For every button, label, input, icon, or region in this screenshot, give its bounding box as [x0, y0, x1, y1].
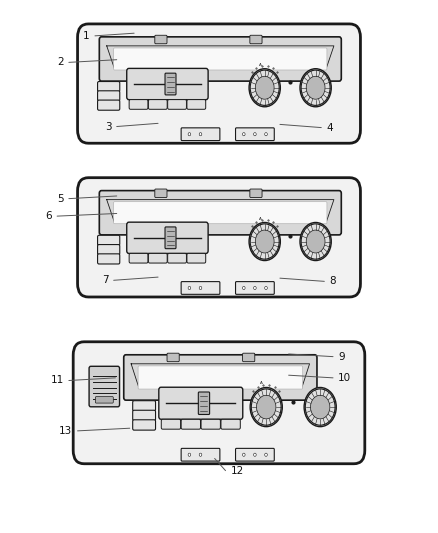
Circle shape [301, 224, 330, 259]
FancyBboxPatch shape [98, 100, 120, 110]
FancyBboxPatch shape [124, 355, 317, 400]
Text: 12: 12 [231, 466, 244, 475]
Circle shape [265, 133, 267, 136]
Circle shape [254, 133, 256, 136]
FancyBboxPatch shape [236, 448, 274, 461]
Circle shape [311, 395, 330, 419]
FancyBboxPatch shape [167, 353, 179, 362]
FancyBboxPatch shape [165, 227, 176, 249]
Circle shape [305, 389, 335, 425]
Circle shape [243, 133, 245, 136]
Text: 9: 9 [338, 352, 345, 361]
Circle shape [255, 230, 274, 253]
FancyBboxPatch shape [221, 419, 240, 429]
Circle shape [188, 133, 191, 136]
Text: 4: 4 [326, 123, 333, 133]
FancyBboxPatch shape [114, 48, 327, 70]
Text: 2: 2 [57, 58, 64, 67]
Circle shape [243, 286, 245, 289]
FancyBboxPatch shape [89, 366, 120, 407]
Text: 1: 1 [83, 31, 90, 41]
Circle shape [188, 286, 191, 289]
Circle shape [199, 453, 202, 456]
FancyBboxPatch shape [181, 281, 220, 294]
FancyBboxPatch shape [114, 202, 327, 224]
Text: 11: 11 [50, 375, 64, 385]
Circle shape [265, 286, 267, 289]
FancyBboxPatch shape [250, 35, 262, 44]
FancyBboxPatch shape [78, 177, 360, 297]
FancyBboxPatch shape [133, 401, 155, 411]
Circle shape [306, 76, 325, 99]
FancyBboxPatch shape [168, 100, 187, 109]
Text: A: A [259, 216, 262, 221]
Text: 5: 5 [57, 193, 64, 204]
Circle shape [254, 286, 256, 289]
Circle shape [250, 224, 279, 259]
FancyBboxPatch shape [98, 254, 120, 264]
Text: 3: 3 [105, 122, 112, 132]
FancyBboxPatch shape [201, 419, 220, 429]
Circle shape [188, 453, 191, 456]
FancyBboxPatch shape [159, 387, 243, 419]
FancyBboxPatch shape [98, 235, 120, 245]
Circle shape [199, 133, 202, 136]
Circle shape [301, 70, 330, 106]
Circle shape [300, 222, 331, 261]
FancyBboxPatch shape [148, 253, 167, 263]
FancyBboxPatch shape [98, 245, 120, 255]
Circle shape [257, 395, 276, 419]
FancyBboxPatch shape [138, 366, 303, 389]
Circle shape [304, 387, 336, 426]
Circle shape [255, 76, 274, 99]
FancyBboxPatch shape [243, 353, 255, 362]
FancyBboxPatch shape [98, 82, 120, 92]
Circle shape [249, 222, 280, 261]
FancyBboxPatch shape [236, 281, 274, 294]
FancyBboxPatch shape [129, 253, 148, 263]
Text: 8: 8 [329, 276, 336, 286]
FancyBboxPatch shape [95, 397, 113, 403]
FancyBboxPatch shape [187, 253, 206, 263]
Circle shape [306, 230, 325, 253]
FancyBboxPatch shape [198, 392, 210, 415]
Text: A: A [260, 382, 263, 385]
FancyBboxPatch shape [250, 189, 262, 198]
Circle shape [250, 387, 283, 426]
FancyBboxPatch shape [168, 253, 187, 263]
FancyBboxPatch shape [78, 24, 360, 143]
FancyBboxPatch shape [187, 100, 206, 109]
FancyBboxPatch shape [155, 189, 167, 198]
FancyBboxPatch shape [236, 128, 274, 141]
FancyBboxPatch shape [73, 342, 365, 464]
Circle shape [243, 453, 245, 456]
Circle shape [199, 286, 202, 289]
Text: 7: 7 [102, 275, 109, 285]
FancyBboxPatch shape [155, 35, 167, 44]
FancyBboxPatch shape [148, 100, 167, 109]
FancyBboxPatch shape [129, 100, 148, 109]
FancyBboxPatch shape [165, 73, 176, 95]
FancyBboxPatch shape [127, 68, 208, 100]
FancyBboxPatch shape [181, 128, 220, 141]
FancyBboxPatch shape [99, 37, 341, 81]
Circle shape [250, 70, 279, 106]
FancyBboxPatch shape [133, 420, 155, 430]
FancyBboxPatch shape [133, 410, 155, 421]
Text: A: A [259, 63, 262, 67]
FancyBboxPatch shape [99, 191, 341, 235]
FancyBboxPatch shape [181, 448, 220, 461]
FancyBboxPatch shape [181, 419, 201, 429]
Circle shape [249, 69, 280, 107]
Circle shape [251, 389, 281, 425]
Circle shape [300, 69, 331, 107]
Text: 13: 13 [59, 426, 72, 436]
Circle shape [265, 453, 267, 456]
FancyBboxPatch shape [161, 419, 180, 429]
Text: 6: 6 [45, 211, 52, 221]
Circle shape [254, 453, 256, 456]
FancyBboxPatch shape [98, 91, 120, 101]
FancyBboxPatch shape [127, 222, 208, 254]
Text: 10: 10 [338, 373, 351, 383]
